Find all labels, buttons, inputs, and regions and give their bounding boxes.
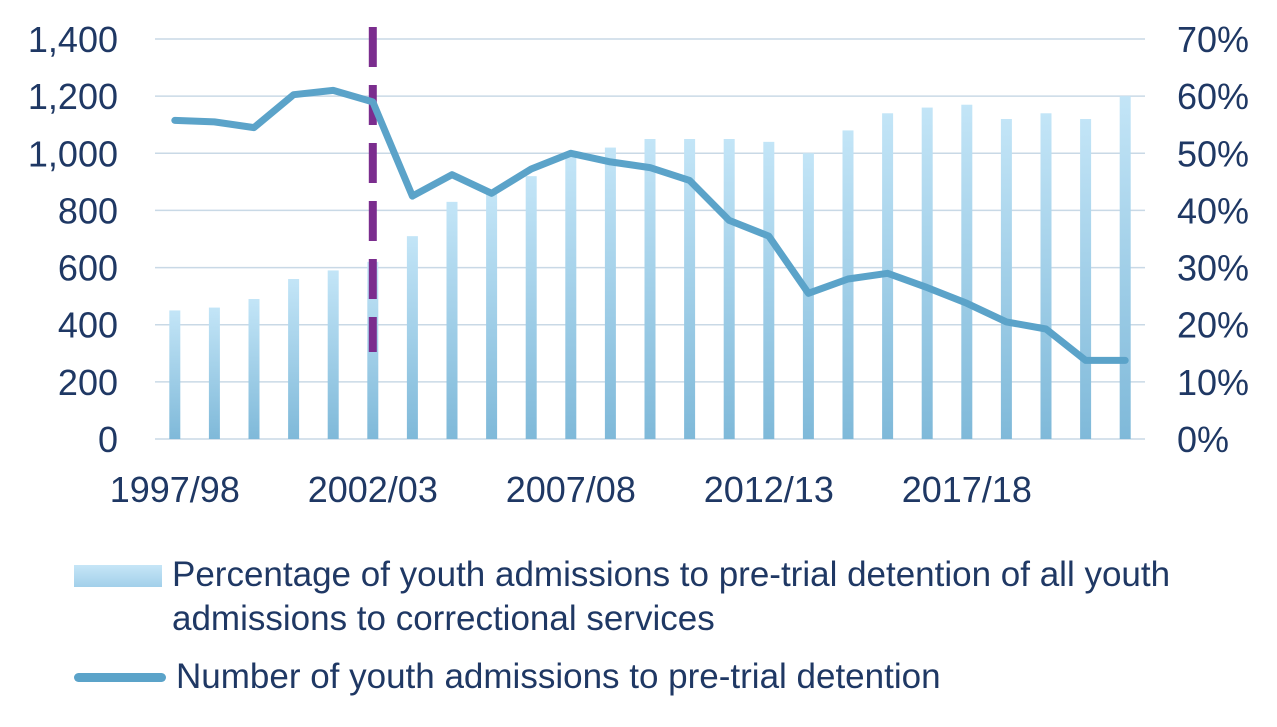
bar [248, 299, 260, 439]
combo-chart: 0 200 400 600 800 1,000 1,200 1,400 0% 10% 20% 30%… [28, 19, 1249, 510]
bar [723, 139, 735, 439]
bar [961, 104, 973, 439]
y-right-tick-label: 50% [1177, 133, 1249, 174]
line-point [451, 173, 453, 176]
x-axis: 1997/98 2002/03 2007/08 2012/13 2017/18 [110, 469, 1032, 510]
legend-bar-swatch [74, 565, 162, 587]
y-left-tick-label: 1,000 [28, 133, 118, 174]
bar [1080, 119, 1092, 439]
line-point [649, 166, 651, 169]
legend-label-percentage: Percentage of youth admissions to pre-tr… [172, 555, 1171, 638]
bar [604, 147, 616, 440]
line-point [807, 292, 810, 295]
line-point [926, 286, 929, 289]
line-point [847, 278, 849, 280]
y-left-tick-label: 600 [58, 248, 118, 289]
bar [763, 141, 775, 439]
bar [1000, 119, 1012, 439]
line-point [1005, 320, 1008, 323]
y-left-tick-label: 800 [58, 190, 118, 231]
legend-item-percentage: Percentage of youth admissions to pre-tr… [74, 553, 1264, 641]
bar [921, 107, 933, 440]
bar [208, 307, 220, 439]
x-tick-label: 2017/18 [902, 469, 1032, 510]
line-point [213, 120, 216, 123]
line-point [609, 160, 612, 163]
x-tick-label: 2007/08 [506, 469, 636, 510]
legend-item-number: Number of youth admissions to pre-trial … [74, 655, 1264, 699]
y-right-tick-label: 60% [1177, 76, 1249, 117]
line-point [767, 235, 770, 238]
y-left-tick-label: 0 [98, 419, 118, 460]
line-point [411, 195, 414, 198]
line-point [332, 89, 335, 92]
line-point [1124, 359, 1127, 362]
line-point [253, 126, 255, 129]
x-tick-label: 1997/98 [110, 469, 240, 510]
bar [1040, 113, 1052, 440]
line-point [1045, 328, 1047, 330]
y-right-tick-label: 0% [1177, 419, 1229, 460]
bar [406, 236, 418, 439]
y-axis-right: 0% 10% 20% 30% 40% 50% 60% 70% [1177, 19, 1249, 460]
x-tick-label: 2012/13 [704, 469, 834, 510]
y-axis-left: 0 200 400 600 800 1,000 1,200 1,400 [28, 19, 118, 460]
y-right-tick-label: 20% [1177, 305, 1249, 346]
line-point [173, 119, 176, 122]
bar [565, 156, 577, 439]
bar [644, 139, 656, 439]
legend: Percentage of youth admissions to pre-tr… [74, 553, 1264, 713]
y-right-tick-label: 30% [1177, 248, 1249, 289]
legend-label-number: Number of youth admissions to pre-trial … [176, 657, 941, 696]
line-point [292, 93, 295, 96]
admissions-line [171, 86, 1129, 364]
y-left-tick-label: 400 [58, 305, 118, 346]
y-left-tick-label: 1,400 [28, 19, 118, 60]
bar [446, 201, 458, 439]
bar [486, 193, 498, 439]
y-right-tick-label: 70% [1177, 19, 1249, 60]
line-point [728, 219, 731, 222]
bar [288, 279, 300, 439]
line-point [490, 192, 493, 195]
y-right-tick-label: 40% [1177, 190, 1249, 231]
bar [525, 176, 537, 439]
bar [169, 310, 181, 439]
line-point [688, 179, 691, 182]
legend-line-swatch [74, 673, 166, 682]
y-left-tick-label: 200 [58, 362, 118, 403]
y-left-tick-label: 1,200 [28, 76, 118, 117]
line-point [371, 100, 374, 103]
bar [684, 139, 696, 439]
x-tick-label: 2002/03 [308, 469, 438, 510]
line-point [530, 168, 533, 170]
line-point [1084, 359, 1087, 362]
bar [1119, 96, 1131, 440]
bar [842, 130, 854, 439]
line-point [569, 152, 572, 155]
line-point [965, 302, 968, 305]
y-right-tick-label: 10% [1177, 362, 1249, 403]
line-point [886, 272, 889, 275]
bar [327, 270, 339, 439]
